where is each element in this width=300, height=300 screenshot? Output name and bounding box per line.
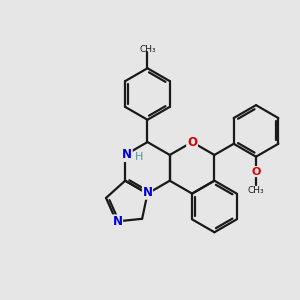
Text: N: N: [142, 186, 152, 199]
Text: O: O: [251, 167, 261, 176]
Text: H: H: [135, 152, 143, 162]
Text: N: N: [122, 148, 132, 161]
Text: CH₃: CH₃: [139, 45, 156, 54]
Text: O: O: [187, 136, 197, 148]
Text: N: N: [112, 215, 122, 228]
Text: CH₃: CH₃: [248, 186, 264, 195]
